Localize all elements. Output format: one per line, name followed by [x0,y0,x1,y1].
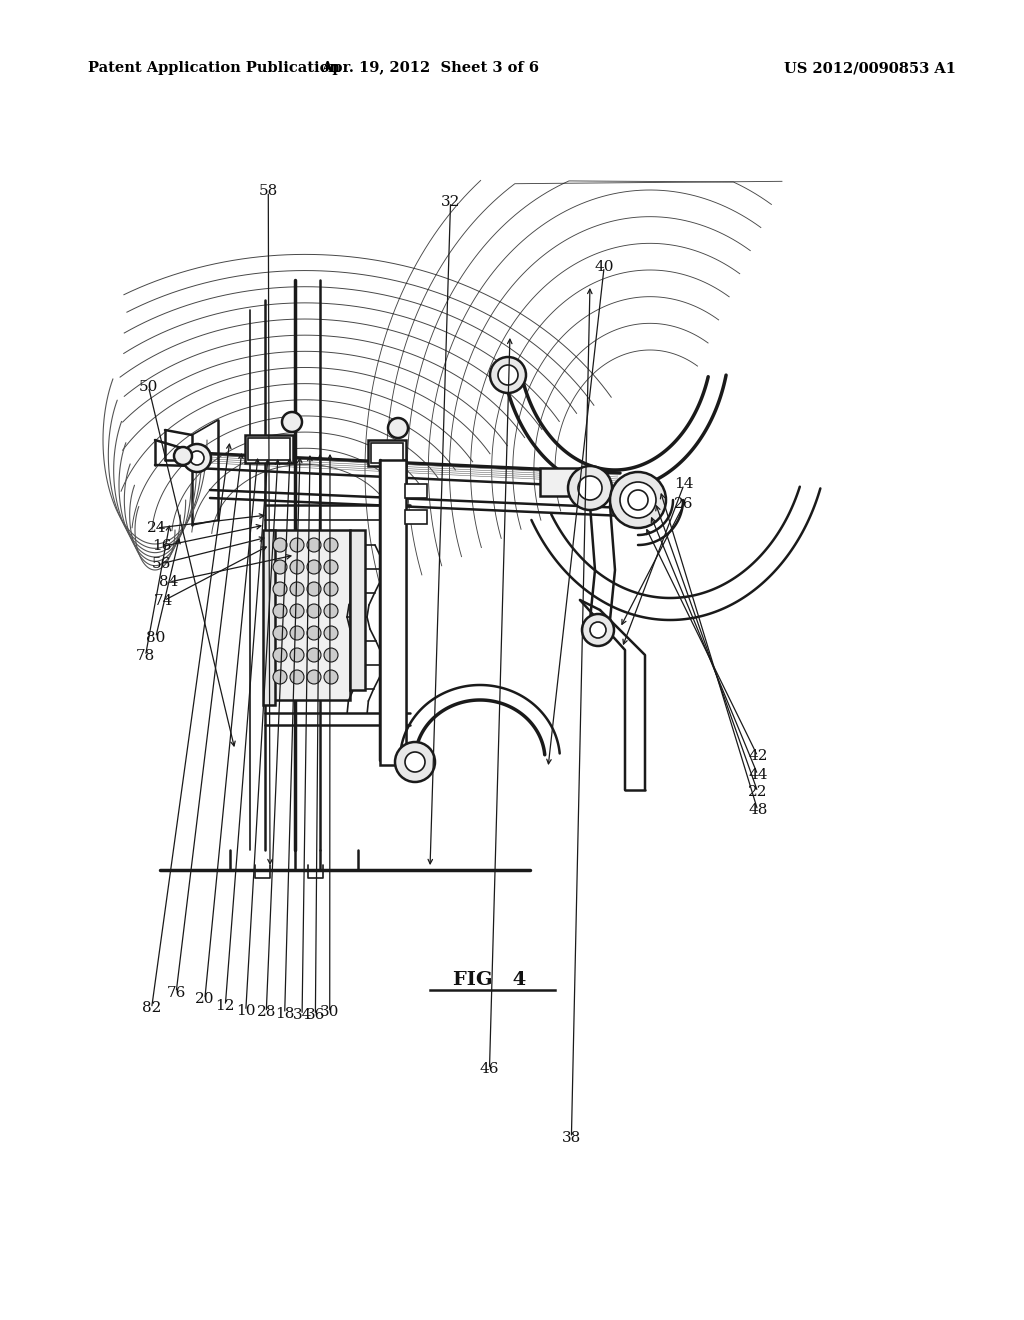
Circle shape [582,614,614,645]
Circle shape [273,671,287,684]
Text: 34: 34 [293,1008,311,1022]
Bar [263,531,275,705]
Text: 38: 38 [562,1131,581,1144]
Text: 22: 22 [748,785,768,799]
Text: 28: 28 [257,1006,275,1019]
Bar [368,440,406,466]
Circle shape [620,482,656,517]
Text: 10: 10 [236,1005,256,1018]
Text: Patent Application Publication: Patent Application Publication [88,61,340,75]
Circle shape [590,622,606,638]
Circle shape [324,671,338,684]
Text: 76: 76 [167,986,185,999]
Text: 48: 48 [749,804,767,817]
Circle shape [324,560,338,574]
Circle shape [498,366,518,385]
Circle shape [324,605,338,618]
Circle shape [307,648,321,663]
Circle shape [273,539,287,552]
Circle shape [307,626,321,640]
Text: 14: 14 [674,478,694,491]
Bar [371,444,403,463]
Circle shape [395,742,435,781]
Circle shape [290,671,304,684]
Bar [248,438,290,459]
Text: 82: 82 [142,1002,161,1015]
Text: 44: 44 [748,768,768,781]
Text: 30: 30 [321,1006,339,1019]
Text: 74: 74 [155,594,173,607]
Circle shape [307,605,321,618]
Circle shape [568,466,612,510]
Text: Apr. 19, 2012  Sheet 3 of 6: Apr. 19, 2012 Sheet 3 of 6 [321,61,539,75]
Circle shape [190,451,204,465]
Circle shape [578,477,602,500]
Circle shape [406,752,425,772]
Text: 40: 40 [594,260,614,273]
Text: 20: 20 [195,993,215,1006]
Bar [350,531,365,690]
Circle shape [290,626,304,640]
Text: 46: 46 [479,1063,500,1076]
Circle shape [610,473,666,528]
Circle shape [490,356,526,393]
Circle shape [290,582,304,597]
Text: 56: 56 [153,557,171,570]
Text: 80: 80 [146,631,165,644]
Text: 16: 16 [152,540,172,553]
Circle shape [307,539,321,552]
Bar [540,469,595,496]
Circle shape [307,671,321,684]
Bar [245,436,293,463]
Circle shape [324,648,338,663]
Circle shape [174,447,193,465]
Circle shape [273,648,287,663]
Circle shape [273,626,287,640]
Circle shape [273,605,287,618]
Text: 12: 12 [215,999,236,1012]
Bar [406,484,427,498]
Circle shape [324,626,338,640]
Circle shape [273,582,287,597]
Text: 58: 58 [259,185,278,198]
Text: 42: 42 [748,750,768,763]
Circle shape [290,539,304,552]
Circle shape [290,648,304,663]
Circle shape [273,560,287,574]
Text: 32: 32 [441,195,460,209]
Circle shape [307,560,321,574]
Text: 78: 78 [136,649,155,663]
Bar [380,459,406,766]
Circle shape [324,582,338,597]
Text: 24: 24 [146,521,167,535]
Circle shape [324,539,338,552]
Circle shape [290,560,304,574]
Text: 26: 26 [674,498,694,511]
Circle shape [290,605,304,618]
Text: FIG   4: FIG 4 [454,972,526,989]
Text: 18: 18 [275,1007,294,1020]
Text: US 2012/0090853 A1: US 2012/0090853 A1 [784,61,956,75]
Circle shape [628,490,648,510]
Circle shape [388,418,408,438]
Bar [270,531,350,700]
Circle shape [307,582,321,597]
Circle shape [282,412,302,432]
Text: 36: 36 [306,1008,325,1022]
Text: 50: 50 [139,380,158,393]
Bar [406,510,427,524]
Text: 84: 84 [160,576,178,589]
Circle shape [183,444,211,473]
